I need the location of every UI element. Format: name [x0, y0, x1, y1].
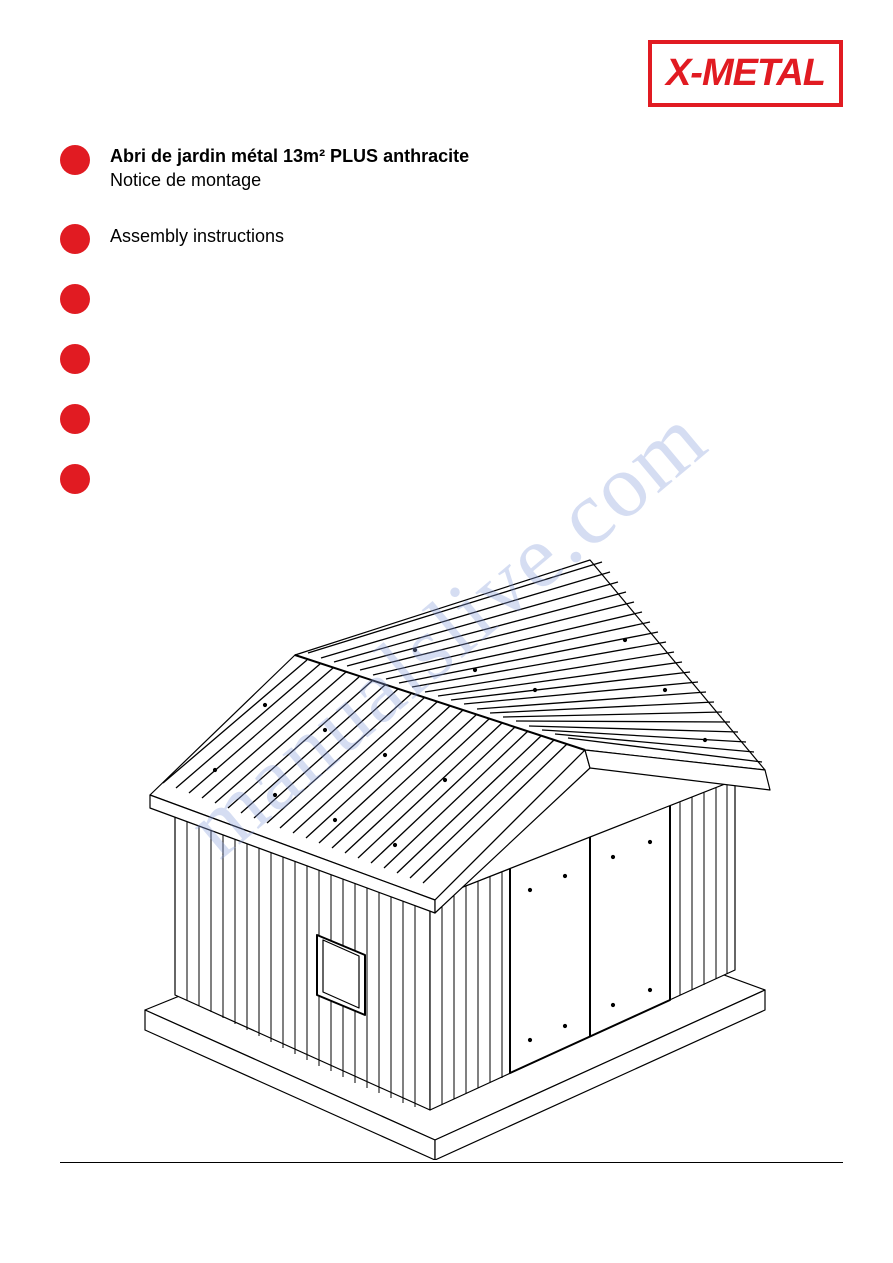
bullet-icon — [60, 344, 90, 374]
lang-bullet-1: Abri de jardin métal 13m² PLUS anthracit… — [60, 145, 480, 194]
bullet-icon — [60, 404, 90, 434]
lang-bullet-6 — [60, 464, 480, 494]
lang-bullet-4 — [60, 344, 480, 374]
header-block: Abri de jardin métal 13m² PLUS anthracit… — [60, 145, 480, 524]
page-container: X-METAL Abri de jardin métal 13m² PLUS a… — [0, 0, 893, 1263]
bullet-text-2: Assembly instructions — [110, 224, 284, 249]
shed-svg — [65, 540, 825, 1160]
brand-logo-text: X-METAL — [666, 52, 825, 94]
subtitle-en: Assembly instructions — [110, 224, 284, 249]
subtitle-fr: Notice de montage — [110, 168, 469, 193]
lang-bullet-2: Assembly instructions — [60, 224, 480, 254]
bullet-icon — [60, 224, 90, 254]
brand-logo: X-METAL — [648, 40, 843, 107]
bullet-icon — [60, 464, 90, 494]
bullet-text-1: Abri de jardin métal 13m² PLUS anthracit… — [110, 145, 469, 194]
footer-rule — [60, 1162, 843, 1163]
shed-diagram — [65, 540, 825, 1160]
lang-bullet-5 — [60, 404, 480, 434]
lang-bullet-3 — [60, 284, 480, 314]
bullet-icon — [60, 145, 90, 175]
product-title-fr: Abri de jardin métal 13m² PLUS anthracit… — [110, 145, 469, 168]
bullet-icon — [60, 284, 90, 314]
